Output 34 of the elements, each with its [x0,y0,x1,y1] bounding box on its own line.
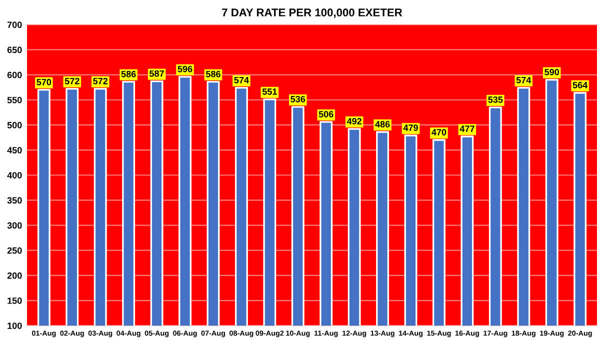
data-label: 572 [64,78,80,84]
y-tick-label: 550 [7,96,22,104]
data-label: 492 [346,118,362,124]
y-tick-label: 350 [7,197,22,204]
data-label: 535 [488,96,503,103]
data-label: 586 [121,70,136,78]
data-label: 477 [460,126,474,132]
y-tick-label: 100 [8,322,22,329]
y-tick-label: 450 [7,147,22,154]
y-tick-label: 250 [7,247,22,254]
chart-title: 7 DAY RATE PER 100,000 EXETER [222,8,402,18]
data-label: 574 [234,76,249,84]
y-tick-label: 600 [7,72,22,78]
data-label: 587 [150,70,164,77]
data-label: 564 [572,82,588,88]
data-label: 479 [403,124,418,131]
data-label: 572 [93,78,108,84]
y-tick-label: 650 [7,46,22,54]
y-tick-label: 500 [7,122,22,128]
data-label: 470 [432,129,446,136]
data-label: 586 [206,70,220,78]
y-tick-label: 700 [7,22,22,28]
data-label: 536 [290,96,306,102]
data-label: 486 [375,121,390,128]
data-label: 596 [178,66,192,72]
data-label: 551 [262,88,277,95]
data-label: 574 [516,76,532,84]
y-tick-label: 200 [7,272,22,279]
y-tick-label: 400 [7,172,22,178]
data-label: 590 [544,68,560,76]
y-tick-label: 150 [8,297,22,304]
data-label: 570 [36,78,52,86]
data-label: 506 [318,110,334,118]
y-tick-label: 300 [7,222,22,229]
